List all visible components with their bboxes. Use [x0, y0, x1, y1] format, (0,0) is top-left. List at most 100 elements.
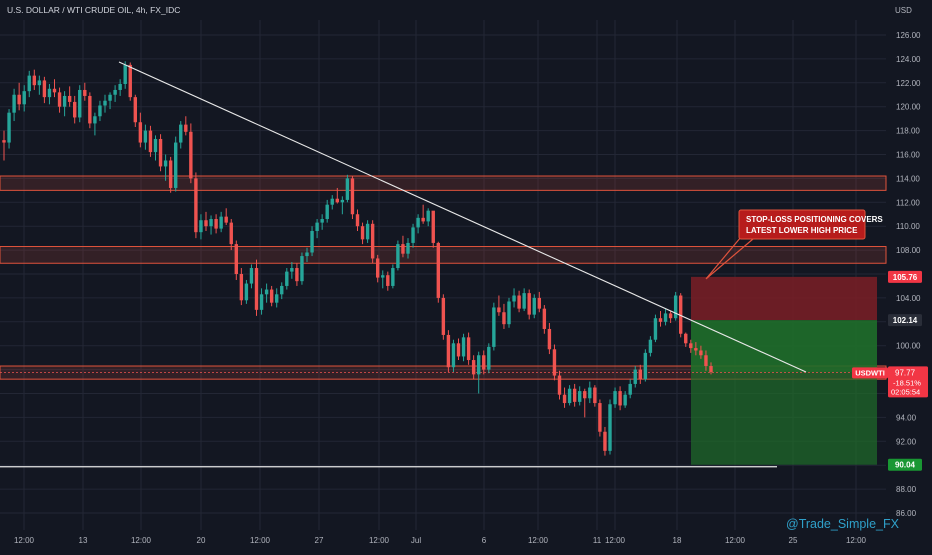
watermark: @Trade_Simple_FX — [786, 517, 900, 531]
candle-body — [567, 388, 572, 404]
candle-body — [179, 124, 183, 143]
x-tick-label: 18 — [673, 536, 682, 545]
candle-body — [7, 112, 11, 143]
callout-box[interactable] — [738, 209, 866, 240]
callout-text-line2: LATEST LOWER HIGH PRICE — [746, 226, 858, 235]
candle-body — [27, 75, 31, 92]
candle-body — [32, 75, 36, 86]
candle-body — [370, 223, 375, 259]
y-tick-label: 110.00 — [896, 222, 920, 231]
x-tick-label: 20 — [197, 536, 206, 545]
candle-body — [517, 295, 521, 309]
candle-body — [593, 387, 597, 404]
candle-body — [57, 92, 62, 107]
candle-body — [285, 271, 289, 286]
candle-body — [290, 268, 294, 272]
candle-body — [295, 268, 299, 282]
candle-body — [12, 94, 16, 113]
short-position-tool[interactable] — [0, 276, 886, 465]
candle-body — [522, 293, 526, 309]
candle-body — [174, 142, 178, 188]
y-tick-label: 120.00 — [896, 103, 921, 112]
candle-body — [699, 350, 703, 356]
candle-body — [113, 89, 117, 95]
candle-body — [401, 244, 405, 254]
drawn-lines — [118, 61, 807, 373]
candle-body — [406, 242, 410, 254]
x-tick-label: 12:00 — [846, 536, 867, 545]
candle-body — [330, 198, 334, 205]
price-zone — [0, 175, 887, 191]
candle-body — [108, 94, 112, 101]
currency-label: USD — [895, 6, 912, 15]
time-axis[interactable]: 12:00 13 12:00 20 12:00 27 12:00 Jul 6 12:00 11 12:… — [14, 536, 867, 545]
symbol-badge: USDWTI — [855, 368, 885, 377]
candle-body — [704, 355, 708, 367]
candle-body — [673, 295, 678, 319]
candles — [2, 61, 713, 456]
candle-body — [497, 307, 501, 313]
price-zone — [0, 246, 887, 264]
candle-body — [325, 204, 329, 220]
candle-body — [658, 318, 663, 322]
candle-body — [42, 80, 47, 98]
candle-body — [83, 89, 87, 96]
candle-body — [305, 252, 309, 257]
candle-body — [411, 227, 415, 243]
x-tick-label: 12:00 — [250, 536, 271, 545]
target-zone-lower[interactable] — [691, 372, 877, 465]
candle-body — [244, 283, 249, 301]
x-tick-label: 12:00 — [369, 536, 390, 545]
candle-body — [461, 337, 466, 357]
candle-body — [168, 160, 173, 188]
candle-body — [527, 293, 531, 315]
candle-body — [386, 275, 390, 286]
y-tick-label: 94.00 — [896, 413, 917, 422]
candle-body — [487, 346, 491, 370]
downtrend-line[interactable] — [118, 61, 807, 373]
candle-body — [653, 318, 658, 340]
target-price-label: 90.04 — [895, 461, 916, 470]
candle-body — [224, 216, 228, 223]
candle-body — [254, 268, 259, 310]
stop-loss-zone[interactable] — [691, 276, 877, 321]
annotation-callout[interactable]: STOP-LOSS POSITIONING COVERS LATEST LOWE… — [705, 209, 883, 280]
entry-price-label: 102.14 — [893, 316, 918, 325]
x-tick-label: 12:00 — [725, 536, 746, 545]
x-tick-label: 11 — [593, 536, 602, 545]
x-tick-label: 12:00 — [14, 536, 35, 545]
y-tick-label: 124.00 — [896, 55, 921, 64]
candle-body — [628, 383, 632, 395]
x-tick-label: 25 — [789, 536, 798, 545]
candle-body — [62, 95, 67, 107]
candle-body — [259, 294, 264, 310]
candle-body — [229, 222, 233, 245]
target-zone-upper[interactable] — [691, 320, 877, 373]
y-tick-label: 118.00 — [896, 127, 920, 136]
candle-body — [456, 343, 461, 357]
candle-body — [679, 295, 683, 334]
candle-body — [123, 64, 127, 84]
candle-body — [315, 222, 319, 231]
y-tick-label: 108.00 — [896, 246, 921, 255]
candle-body — [310, 230, 314, 253]
target-price-label-bg — [888, 458, 922, 471]
y-tick-label: 112.00 — [896, 198, 920, 207]
candle-body — [335, 198, 339, 203]
candle-body — [209, 219, 213, 227]
candle-body — [507, 301, 511, 325]
candle-body — [623, 394, 627, 406]
candle-body — [684, 333, 688, 344]
candle-timer: 02:05:54 — [891, 387, 920, 396]
callout-text-line1: STOP-LOSS POSITIONING COVERS — [746, 215, 883, 224]
candle-body — [441, 297, 446, 335]
candle-body — [360, 226, 365, 240]
candle-body — [451, 343, 456, 368]
candle-body — [52, 88, 57, 93]
candle-body — [648, 339, 653, 353]
candle-body — [17, 94, 21, 105]
candle-body — [133, 97, 137, 123]
current-price-badge-bg — [888, 366, 928, 398]
candle-body — [663, 313, 668, 322]
